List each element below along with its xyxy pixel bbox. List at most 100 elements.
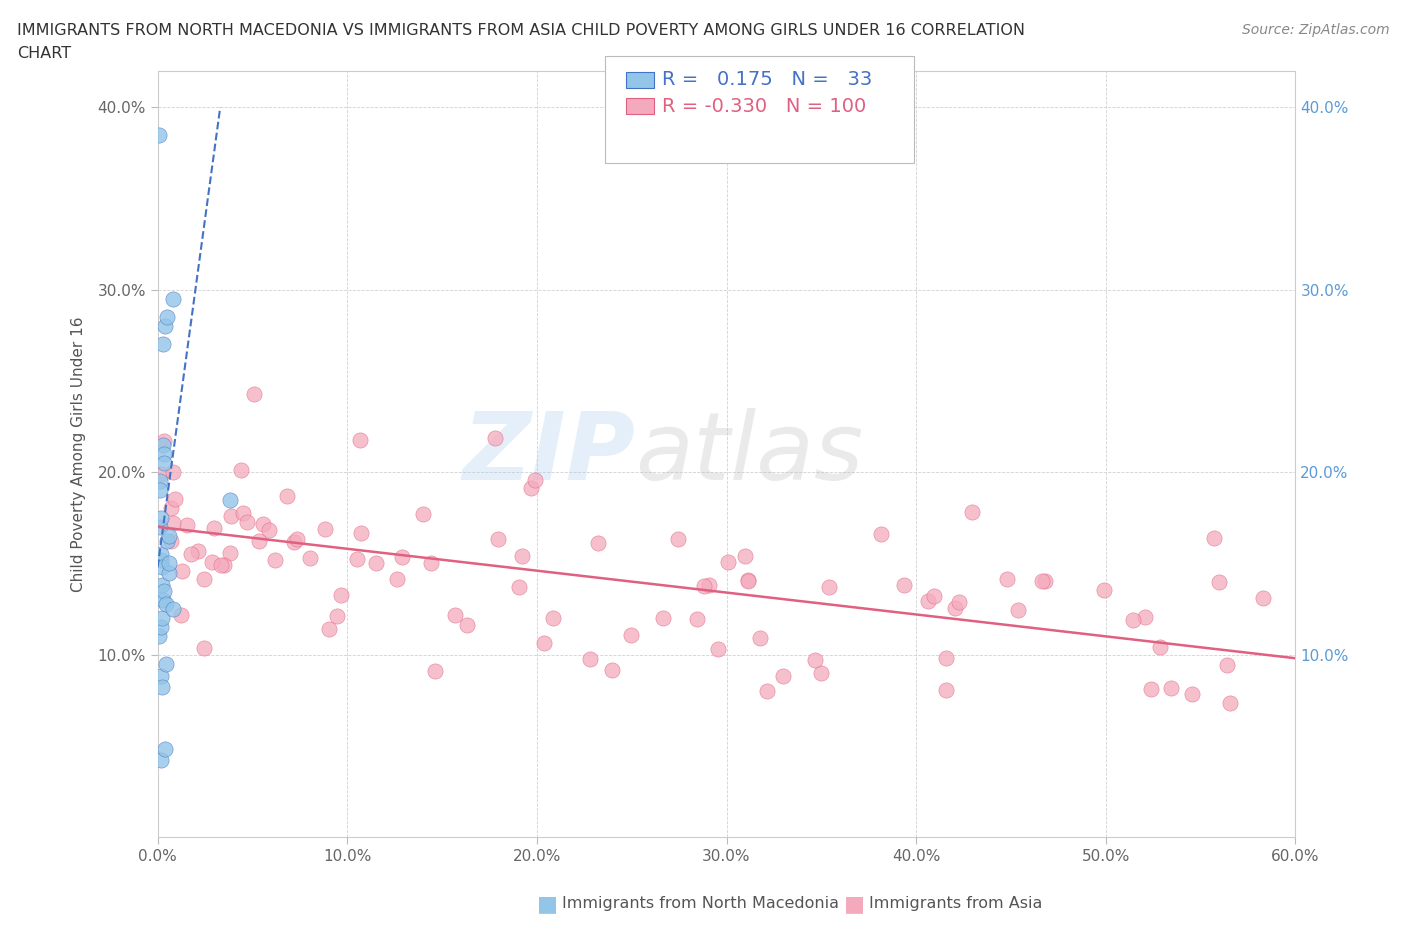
- Point: [155, 310, 177, 325]
- Point: [755, 684, 778, 698]
- Point: [298, 551, 321, 565]
- Point: [541, 611, 564, 626]
- Point: [170, 607, 193, 622]
- Point: [326, 608, 349, 623]
- Point: [1208, 575, 1230, 590]
- Point: [149, 474, 172, 489]
- Point: [349, 432, 371, 447]
- Point: [651, 611, 673, 626]
- Point: [520, 481, 543, 496]
- Text: Source: ZipAtlas.com: Source: ZipAtlas.com: [1241, 23, 1389, 37]
- Point: [162, 515, 184, 530]
- Y-axis label: Child Poverty Among Girls Under 16: Child Poverty Among Girls Under 16: [72, 316, 86, 591]
- Point: [391, 550, 413, 565]
- Point: [995, 572, 1018, 587]
- Point: [193, 572, 215, 587]
- Point: [150, 619, 173, 634]
- Point: [737, 574, 759, 589]
- Point: [510, 549, 533, 564]
- Point: [150, 611, 173, 626]
- Point: [810, 666, 832, 681]
- Point: [232, 506, 254, 521]
- Point: [212, 557, 235, 572]
- Text: ZIP: ZIP: [463, 408, 636, 500]
- Point: [693, 578, 716, 593]
- Point: [156, 534, 179, 549]
- Point: [314, 521, 336, 536]
- Point: [350, 525, 373, 540]
- Point: [1149, 640, 1171, 655]
- Point: [152, 583, 174, 598]
- Point: [150, 578, 173, 592]
- Point: [508, 580, 530, 595]
- Point: [157, 556, 180, 571]
- Text: Immigrants from Asia: Immigrants from Asia: [869, 897, 1042, 911]
- Point: [1135, 609, 1157, 624]
- Point: [152, 592, 174, 607]
- Point: [152, 437, 174, 452]
- Point: [943, 601, 966, 616]
- Point: [1140, 682, 1163, 697]
- Point: [150, 467, 173, 482]
- Text: atlas: atlas: [636, 408, 863, 499]
- Point: [155, 657, 177, 671]
- Point: [533, 636, 555, 651]
- Point: [187, 543, 209, 558]
- Point: [586, 536, 609, 551]
- Point: [150, 680, 173, 695]
- Point: [804, 652, 827, 667]
- Text: ■: ■: [537, 894, 558, 914]
- Point: [1253, 591, 1275, 605]
- Point: [160, 534, 183, 549]
- Point: [218, 545, 240, 560]
- Point: [423, 663, 446, 678]
- Point: [1216, 658, 1239, 672]
- Point: [456, 618, 478, 632]
- Point: [162, 602, 184, 617]
- Point: [155, 596, 177, 611]
- Point: [218, 492, 240, 507]
- Point: [149, 511, 172, 525]
- Point: [229, 462, 252, 477]
- Point: [153, 446, 176, 461]
- Point: [170, 564, 193, 578]
- Point: [247, 533, 270, 548]
- Point: [219, 509, 242, 524]
- Text: R = -0.330   N = 100: R = -0.330 N = 100: [662, 97, 866, 115]
- Point: [276, 488, 298, 503]
- Point: [666, 532, 689, 547]
- Point: [619, 627, 641, 642]
- Point: [772, 669, 794, 684]
- Point: [162, 291, 184, 306]
- Point: [150, 560, 173, 575]
- Point: [252, 516, 274, 531]
- Point: [420, 555, 443, 570]
- Point: [922, 589, 945, 604]
- Point: [1219, 696, 1241, 711]
- Point: [960, 505, 983, 520]
- Point: [734, 549, 756, 564]
- Point: [412, 506, 434, 521]
- Point: [202, 521, 225, 536]
- Point: [152, 337, 174, 352]
- Point: [1181, 687, 1204, 702]
- Point: [153, 434, 176, 449]
- Point: [209, 558, 232, 573]
- Point: [149, 669, 172, 684]
- Point: [444, 607, 467, 622]
- Point: [159, 528, 181, 543]
- Point: [935, 683, 957, 698]
- Point: [1202, 531, 1225, 546]
- Point: [160, 500, 183, 515]
- Point: [484, 431, 506, 445]
- Point: [193, 641, 215, 656]
- Point: [1007, 603, 1029, 618]
- Point: [893, 578, 915, 592]
- Point: [153, 742, 176, 757]
- Point: [707, 642, 730, 657]
- Point: [180, 546, 202, 561]
- Text: ■: ■: [844, 894, 865, 914]
- Point: [579, 651, 602, 666]
- Point: [685, 611, 707, 626]
- Point: [176, 518, 198, 533]
